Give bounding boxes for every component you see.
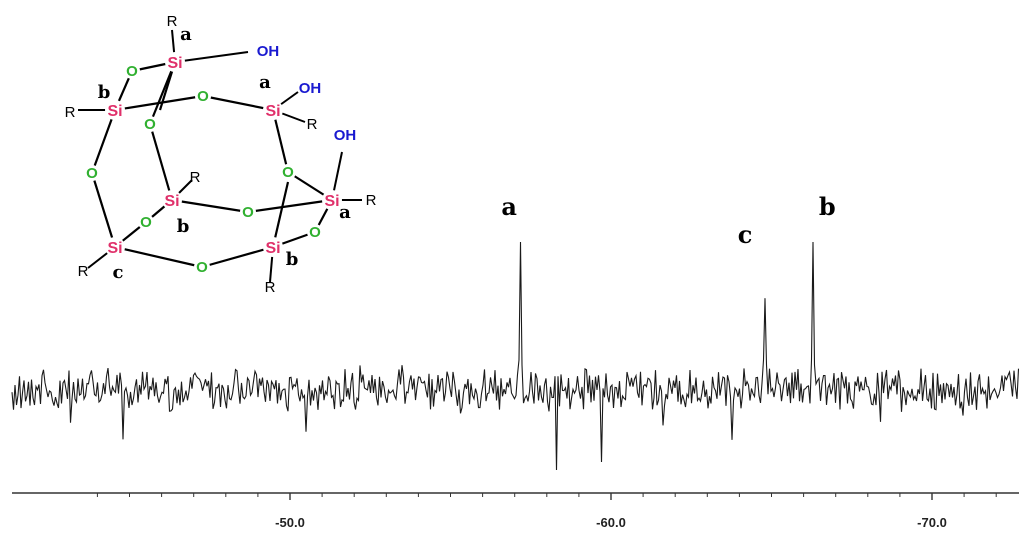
silicon-atom: Si [265, 103, 280, 120]
oxygen-atom: O [86, 165, 98, 182]
spectrum-trace [11, 241, 1020, 471]
oxygen-bg [194, 259, 210, 275]
bond [171, 198, 249, 214]
oxygen-atom: O [282, 164, 294, 181]
oxygen-bg [280, 164, 296, 180]
site-label: b [177, 216, 190, 237]
oxygen-atom: O [140, 214, 152, 231]
x-axis: -50.0 -60.0 -70.0 [12, 492, 1019, 530]
oxygen-bg [84, 165, 100, 181]
oxygen-atom: O [196, 259, 208, 276]
silicon-atom: Si [265, 240, 280, 257]
bond [114, 94, 204, 112]
oxygen-atom: O [144, 116, 156, 133]
bond [114, 245, 203, 269]
bond [201, 245, 274, 269]
silicon-bg [105, 100, 125, 120]
site-label: a [339, 202, 351, 223]
spectrum-trace-group [11, 241, 1020, 471]
site-label: b [98, 82, 111, 103]
silicon-atom: Si [324, 193, 339, 210]
oxygen-bg [138, 214, 154, 230]
hydroxyl-label: OH [257, 43, 280, 60]
oxygen-bg [124, 63, 140, 79]
silicon-bg [165, 52, 185, 72]
oxygen-bg [195, 88, 211, 104]
silicon-bg [162, 190, 182, 210]
r-group-label: R [78, 263, 89, 280]
x-tick-label: -60.0 [596, 515, 626, 530]
oxygen-bg [240, 204, 256, 220]
bond [148, 123, 174, 201]
bond [90, 109, 117, 174]
site-label: a [259, 72, 271, 93]
silicon-atom: Si [167, 55, 182, 72]
r-group-label: R [167, 13, 178, 30]
site-label: b [286, 249, 299, 270]
bond [90, 172, 117, 248]
peak-label-a: a [501, 192, 517, 221]
silicon-atom: Si [107, 103, 122, 120]
peak-label-b: b [819, 192, 836, 221]
substituent-bond [174, 51, 249, 63]
silicon-bg [263, 237, 283, 257]
hydroxyl-label: OH [299, 80, 322, 97]
peak-label-c: c [738, 220, 753, 249]
bond [271, 181, 290, 248]
site-label: a [180, 24, 192, 45]
silicon-bg [105, 237, 125, 257]
silicon-bg [322, 190, 342, 210]
silicon-bg [263, 100, 283, 120]
bond [202, 94, 274, 112]
x-tick-label: -50.0 [275, 515, 305, 530]
oxygen-bg [307, 224, 323, 240]
bond [247, 198, 333, 214]
hydroxyl-label: OH [334, 127, 357, 144]
r-group-label: R [307, 116, 318, 133]
r-group-label: R [366, 192, 377, 209]
r-group-label: R [190, 169, 201, 186]
silicon-atom: Si [164, 193, 179, 210]
site-label: c [113, 262, 124, 283]
oxygen-atom: O [309, 224, 321, 241]
x-tick-label: -70.0 [917, 515, 947, 530]
oxygen-bg [142, 116, 158, 132]
bond [271, 109, 290, 173]
oxygen-atom: O [242, 204, 254, 221]
nmr-spectrum-plot: -50.0 -60.0 -70.0 a c b [11, 192, 1020, 530]
r-group-label: R [65, 104, 76, 121]
peak-labels: acb [501, 192, 835, 249]
oxygen-atom: O [197, 88, 209, 105]
silicon-atom: Si [107, 240, 122, 257]
oxygen-atom: O [126, 63, 138, 80]
r-group-label: R [265, 279, 276, 296]
